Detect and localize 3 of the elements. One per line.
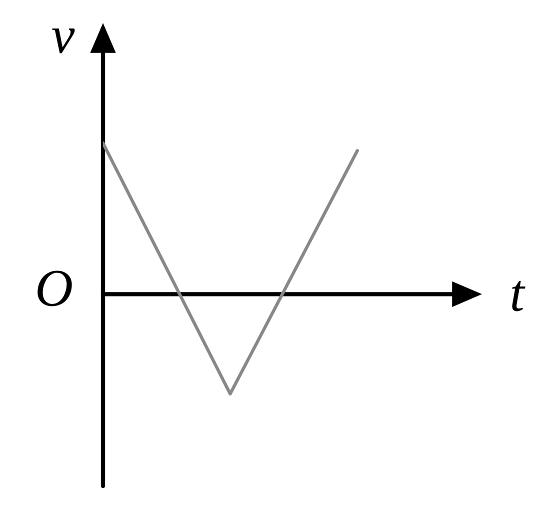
x-axis-title: t bbox=[512, 280, 526, 312]
y-axis-title: v bbox=[52, 28, 75, 54]
text: O bbox=[38, 270, 72, 306]
